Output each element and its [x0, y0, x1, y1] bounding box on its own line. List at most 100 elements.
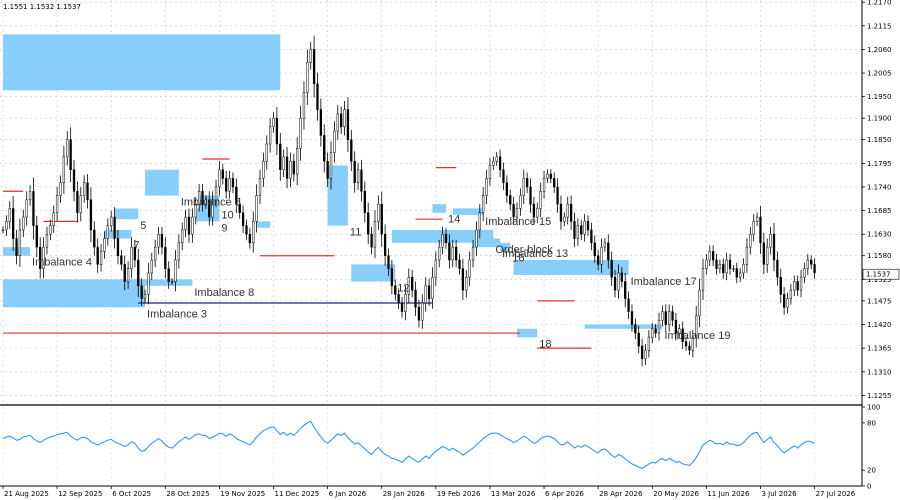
candle-body[interactable] — [194, 203, 197, 218]
candle-body[interactable] — [566, 203, 569, 218]
candle-body[interactable] — [201, 191, 204, 205]
candle-body[interactable] — [299, 117, 302, 149]
candle-body[interactable] — [553, 178, 556, 188]
candle-body[interactable] — [150, 259, 153, 274]
candle-body[interactable] — [488, 165, 492, 179]
candle-body[interactable] — [718, 264, 722, 269]
candle-body[interactable] — [691, 337, 694, 351]
candle-body[interactable] — [329, 152, 333, 179]
candle-body[interactable] — [167, 268, 170, 282]
candle-body[interactable] — [55, 195, 59, 213]
imbalance-zone[interactable] — [513, 260, 629, 276]
candle-body[interactable] — [370, 233, 373, 248]
candle-body[interactable] — [133, 246, 137, 261]
candle-body[interactable] — [204, 199, 208, 205]
candle-body[interactable] — [644, 350, 647, 360]
candle-body[interactable] — [451, 246, 454, 261]
candle-body[interactable] — [468, 259, 471, 278]
candle-body[interactable] — [214, 186, 218, 201]
candle-body[interactable] — [742, 264, 745, 274]
candle-body[interactable] — [735, 268, 738, 278]
candle-body[interactable] — [350, 139, 353, 162]
candle-body[interactable] — [512, 203, 515, 218]
candle-body[interactable] — [110, 216, 113, 226]
candle-body[interactable] — [799, 276, 803, 291]
candle-body[interactable] — [394, 285, 397, 295]
candle-body[interactable] — [454, 246, 458, 261]
candle-body[interactable] — [86, 182, 89, 201]
candle-body[interactable] — [475, 229, 478, 248]
candle-body[interactable] — [62, 156, 66, 183]
candle-body[interactable] — [698, 289, 701, 317]
candle-body[interactable] — [620, 272, 623, 282]
candle-body[interactable] — [755, 216, 759, 222]
candle-body[interactable] — [772, 233, 776, 261]
candle-body[interactable] — [752, 221, 755, 235]
candle-body[interactable] — [590, 229, 593, 244]
candle-body[interactable] — [275, 117, 279, 145]
candle-body[interactable] — [397, 294, 400, 304]
candle-body[interactable] — [515, 208, 519, 218]
candle-body[interactable] — [42, 246, 45, 269]
candle-body[interactable] — [126, 268, 130, 282]
candle-body[interactable] — [336, 113, 339, 132]
candle-body[interactable] — [343, 109, 346, 128]
candle-body[interactable] — [549, 173, 552, 179]
candle-body[interactable] — [559, 203, 563, 222]
imbalance-zone[interactable] — [114, 208, 139, 220]
candle-body[interactable] — [93, 229, 96, 248]
candle-body[interactable] — [45, 233, 49, 248]
candle-body[interactable] — [340, 113, 343, 128]
candle-body[interactable] — [8, 208, 11, 222]
candle-body[interactable] — [715, 259, 718, 269]
candle-body[interactable] — [664, 311, 667, 325]
candle-body[interactable] — [471, 246, 475, 261]
candle-body[interactable] — [613, 276, 617, 291]
candle-body[interactable] — [610, 259, 613, 278]
candle-body[interactable] — [83, 182, 86, 196]
candle-body[interactable] — [218, 169, 221, 188]
candle-body[interactable] — [285, 156, 289, 179]
imbalance-zone[interactable] — [452, 208, 484, 215]
candle-body[interactable] — [177, 242, 180, 261]
candle-body[interactable] — [279, 143, 282, 171]
candle-body[interactable] — [749, 233, 752, 248]
candle-body[interactable] — [495, 156, 498, 162]
imbalance-zone[interactable] — [584, 324, 663, 329]
candle-body[interactable] — [164, 246, 167, 269]
candle-body[interactable] — [160, 233, 164, 248]
candle-body[interactable] — [147, 272, 150, 295]
candle-body[interactable] — [782, 294, 786, 308]
candle-body[interactable] — [52, 212, 55, 226]
candle-body[interactable] — [519, 195, 522, 209]
candle-body[interactable] — [563, 216, 566, 222]
candle-body[interactable] — [586, 221, 590, 231]
candle-body[interactable] — [197, 191, 201, 205]
candle-body[interactable] — [130, 246, 133, 269]
imbalance-zone[interactable] — [3, 279, 146, 308]
candle-body[interactable] — [187, 216, 191, 235]
candle-body[interactable] — [170, 281, 174, 283]
candle-body[interactable] — [576, 225, 580, 239]
candle-body[interactable] — [634, 324, 637, 334]
candle-body[interactable] — [174, 259, 177, 282]
candle-body[interactable] — [556, 186, 559, 205]
candle-body[interactable] — [684, 341, 688, 347]
candle-body[interactable] — [762, 242, 765, 265]
candle-body[interactable] — [630, 311, 634, 325]
candle-body[interactable] — [505, 182, 508, 196]
candle-body[interactable] — [225, 178, 228, 192]
candle-body[interactable] — [417, 307, 421, 321]
candle-body[interactable] — [140, 285, 143, 299]
imbalance-zone[interactable] — [138, 279, 193, 286]
candle-body[interactable] — [69, 139, 72, 171]
candle-body[interactable] — [695, 315, 698, 338]
candle-body[interactable] — [32, 191, 35, 226]
candle-body[interactable] — [235, 186, 238, 205]
candle-body[interactable] — [309, 49, 312, 63]
imbalance-zone[interactable] — [432, 204, 446, 213]
candle-body[interactable] — [498, 156, 502, 171]
candle-body[interactable] — [651, 328, 654, 338]
candle-body[interactable] — [184, 216, 187, 231]
